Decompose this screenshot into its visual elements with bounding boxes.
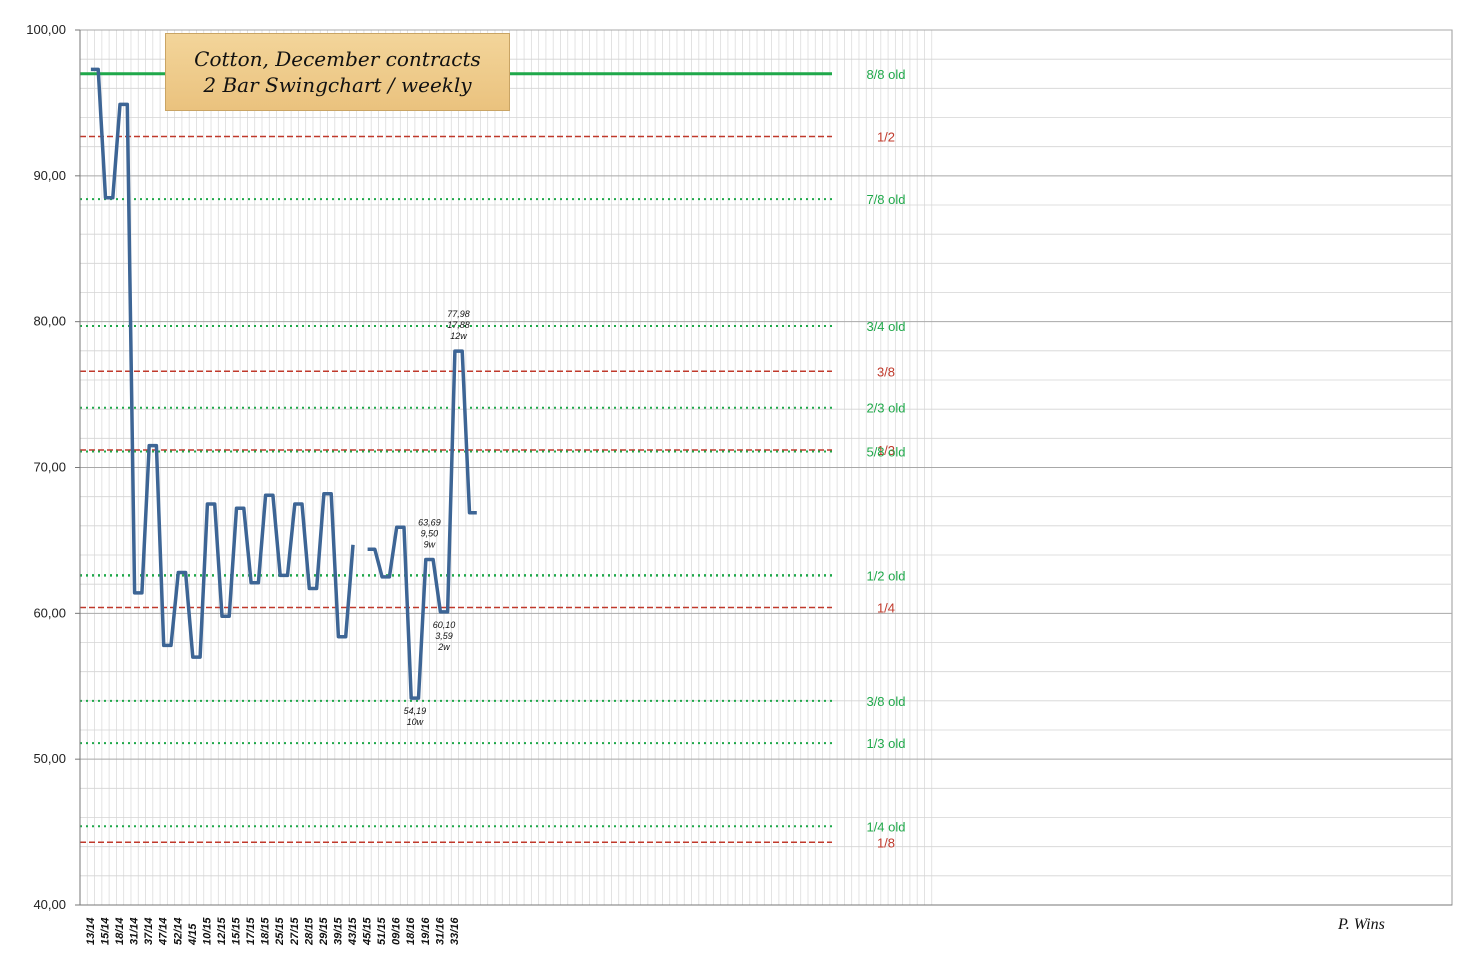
x-tick-label: 4/15 — [187, 923, 199, 946]
level-label: 1/3 — [877, 443, 895, 458]
y-tick-label: 40,00 — [33, 897, 66, 912]
level-label: 3/4 old — [866, 319, 905, 334]
level-label: 3/8 old — [866, 694, 905, 709]
x-tick-label: 43/15 — [347, 917, 359, 946]
level-label: 1/4 — [877, 601, 895, 616]
x-tick-label: 15/15 — [231, 917, 243, 945]
swing-annotation: 9,50 — [421, 529, 439, 539]
y-tick-label: 80,00 — [33, 314, 66, 329]
grid — [79, 29, 1453, 906]
x-tick-label: 18/15 — [260, 917, 272, 945]
swing-annotation: 60,10 — [433, 620, 456, 630]
x-tick-label: 28/15 — [303, 917, 315, 946]
x-tick-label: 39/15 — [332, 917, 344, 945]
y-tick-label: 50,00 — [33, 751, 66, 766]
chart-subtitle: 2 Bar Swingchart / weekly — [203, 73, 472, 97]
y-tick-label: 100,00 — [26, 22, 66, 37]
x-tick-label: 37/14 — [143, 917, 155, 945]
axes: 100,00 90,00 80,00 70,00 60,00 50,00 40,00 13/1… — [26, 22, 1452, 946]
swing-annotation: 54,19 — [404, 706, 427, 716]
x-tick-label: 27/15 — [289, 917, 301, 946]
author-credit: P. Wins — [1338, 916, 1385, 933]
swing-annotation: 10w — [407, 717, 424, 727]
level-label: 8/8 old — [866, 67, 905, 82]
x-tick-label: 45/15 — [362, 917, 374, 946]
level-label: 1/8 — [877, 835, 895, 850]
level-label: 1/4 old — [866, 819, 905, 834]
x-tick-label: 19/16 — [420, 917, 432, 945]
level-label: 1/3 old — [866, 736, 905, 751]
series-layer — [90, 67, 477, 700]
x-tick-label: 15/14 — [99, 917, 111, 945]
level-label: 2/3 old — [866, 401, 905, 416]
chart-title: Cotton, December contracts — [194, 47, 481, 71]
x-tick-label: 12/15 — [216, 917, 228, 945]
swing-annotation: 9w — [424, 540, 436, 550]
level-label: 1/2 — [877, 129, 895, 144]
x-tick-label: 10/15 — [201, 917, 213, 945]
swing-annotation: 63,69 — [418, 518, 441, 528]
swing-annotation: 3,59 — [435, 631, 453, 641]
swing-line — [90, 67, 355, 659]
x-tick-label: 31/14 — [129, 917, 141, 945]
x-tick-label: 18/14 — [114, 917, 126, 945]
y-tick-label: 60,00 — [33, 605, 66, 620]
chart-title-box: Cotton, December contracts 2 Bar Swingch… — [165, 33, 510, 111]
swing-annotation: 17,88 — [447, 320, 470, 330]
swing-line — [367, 349, 477, 700]
y-tick-label: 70,00 — [33, 460, 66, 475]
level-label: 3/8 — [877, 364, 895, 379]
x-tick-label: 52/14 — [172, 917, 184, 945]
x-tick-label: 29/15 — [318, 917, 330, 946]
x-tick-label: 31/16 — [434, 917, 446, 945]
x-tick-label: 33/16 — [449, 917, 461, 945]
x-tick-label: 25/15 — [274, 917, 286, 946]
swing-annotation: 12w — [450, 331, 467, 341]
swing-annotation: 77,98 — [447, 309, 470, 319]
x-tick-label: 09/16 — [391, 917, 403, 945]
level-label: 5/8 old — [866, 444, 905, 459]
x-tick-label: 17/15 — [245, 917, 257, 945]
x-tick-label: 51/15 — [376, 917, 388, 945]
x-tick-label: 13/14 — [85, 917, 97, 945]
y-tick-label: 90,00 — [33, 168, 66, 183]
x-tick-label: 47/14 — [158, 917, 170, 946]
swing-annotation: 2w — [437, 642, 450, 652]
x-tick-label: 18/16 — [405, 917, 417, 945]
level-label: 7/8 old — [866, 192, 905, 207]
level-label: 1/2 old — [866, 568, 905, 583]
